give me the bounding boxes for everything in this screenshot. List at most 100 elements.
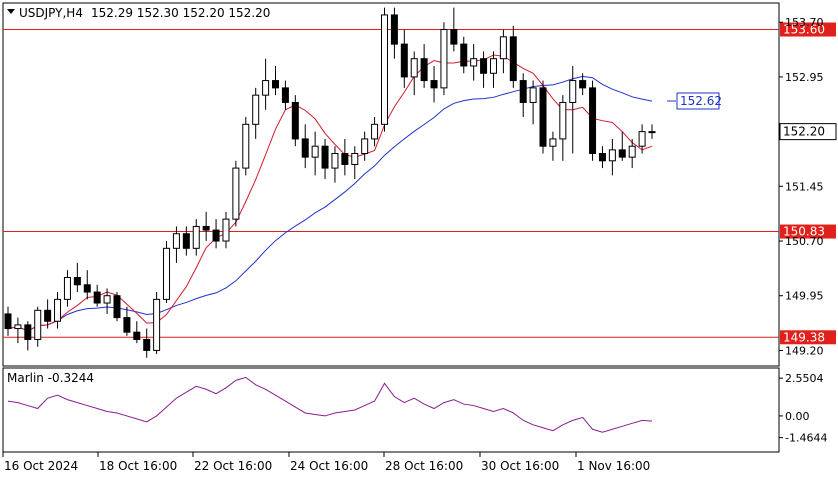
candle-bear <box>460 43 468 67</box>
candle-bull <box>371 123 379 140</box>
candle-bull <box>499 36 507 60</box>
candles <box>4 7 656 358</box>
symbol-label: USDJPY,H4 <box>19 6 83 20</box>
candle-bear <box>450 29 458 45</box>
candle-bull <box>103 295 111 304</box>
candle-bear <box>133 331 141 340</box>
current-price-box <box>779 123 837 141</box>
candle-bear <box>519 80 527 103</box>
time-tick-label: 18 Oct 16:00 <box>99 459 177 473</box>
candle-bull <box>380 14 388 125</box>
candle-bear <box>539 87 547 147</box>
time-tick-label: 28 Oct 16:00 <box>385 459 463 473</box>
price-tick-label: 150.70 <box>785 235 824 248</box>
candle-bull <box>242 123 250 169</box>
candle-bull <box>470 58 478 67</box>
candle-bear <box>390 14 398 45</box>
price-markers: 152.62 152.20 <box>667 92 837 141</box>
candle-bull <box>63 276 71 300</box>
candle-bear <box>83 284 91 293</box>
ohlc-label: 152.29 152.30 152.20 152.20 <box>91 6 270 20</box>
candle-bull <box>489 58 497 74</box>
time-axis: 16 Oct 2024 18 Oct 16:00 22 Oct 16:00 24 Oc… <box>2 452 650 473</box>
oscillator-tick-label: 2.5504 <box>785 372 824 385</box>
candle-bull <box>529 87 537 103</box>
time-tick-label: 16 Oct 2024 <box>4 459 78 473</box>
price-tick-label: 151.45 <box>785 180 824 193</box>
candle-bear <box>589 87 597 155</box>
candle-bull <box>569 80 577 103</box>
candle-bull <box>608 149 616 162</box>
candle-bull <box>311 145 319 158</box>
candle-bull <box>163 247 171 300</box>
candle-bear <box>143 338 151 351</box>
marker-box <box>676 92 720 110</box>
candle-bear <box>123 317 131 333</box>
oscillator-axis: 2.5504 0.00 -1.4644 <box>779 372 827 445</box>
marlin-line <box>7 376 653 433</box>
candle-bear <box>420 58 428 82</box>
candle-bull <box>252 94 260 125</box>
level-label-box <box>780 330 836 345</box>
candle-bear <box>281 87 289 103</box>
candle-bear <box>400 43 408 78</box>
candle-bear <box>93 291 101 304</box>
current-price-label: 152.20 <box>783 125 825 139</box>
oscillator-panel <box>2 367 780 453</box>
candle-bull <box>648 131 656 134</box>
price-tick-label: 149.95 <box>785 290 824 303</box>
candle-bear <box>212 229 220 242</box>
marlin-oscillator <box>7 376 653 433</box>
candle-bull <box>34 309 42 340</box>
candle-bear <box>202 225 210 231</box>
oscillator-tick-label: 0.00 <box>785 410 810 423</box>
candle-bull <box>549 138 557 147</box>
price-panel <box>2 2 780 367</box>
candle-bull <box>14 324 22 330</box>
candle-bear <box>579 80 587 89</box>
price-tick-label: 153.70 <box>785 16 824 29</box>
candle-bear <box>598 153 606 162</box>
marker-label: 152.62 <box>680 94 722 108</box>
candle-bull <box>262 80 270 96</box>
time-tick-label: 24 Oct 16:00 <box>290 459 368 473</box>
candle-bull <box>331 153 339 169</box>
candle-bull <box>410 58 418 78</box>
dropdown-triangle-icon[interactable] <box>7 9 15 14</box>
candle-bull <box>222 218 230 242</box>
time-tick-label: 22 Oct 16:00 <box>194 459 272 473</box>
level-label-box <box>780 224 836 239</box>
candle-bear <box>182 233 190 249</box>
candle-bull <box>351 153 359 165</box>
level-label: 150.83 <box>783 225 825 239</box>
level-label-box <box>780 22 836 37</box>
candle-bull <box>440 29 448 89</box>
candle-bull <box>638 131 646 147</box>
level-label: 153.60 <box>783 23 825 37</box>
candle-bear <box>321 145 329 169</box>
price-axis: 153.70 152.95 152.20 151.45 150.70 149.95 149.… <box>779 16 824 357</box>
price-tick-label: 149.20 <box>785 344 824 357</box>
oscillator-tick-label: -1.4644 <box>785 432 827 445</box>
candle-bear <box>24 324 32 340</box>
candle-bear <box>291 101 299 140</box>
horizontal-levels: 153.60 150.83 149.38 <box>3 22 836 345</box>
candle-bull <box>54 298 62 322</box>
candle-bear <box>480 58 488 74</box>
candle-bear <box>509 36 517 82</box>
price-tick-label: 152.95 <box>785 71 824 84</box>
candle-bull <box>172 233 180 249</box>
candle-bear <box>272 80 280 89</box>
candle-bull <box>361 138 369 155</box>
candle-bear <box>618 149 626 158</box>
candle-bull <box>192 225 200 249</box>
candle-bull <box>559 101 567 140</box>
candle-bear <box>430 80 438 89</box>
candle-bull <box>153 298 161 351</box>
candle-bear <box>44 309 52 322</box>
candle-bear <box>73 276 81 286</box>
time-tick-label: 1 Nov 16:00 <box>577 459 650 473</box>
candle-bear <box>341 153 349 165</box>
time-tick-label: 30 Oct 16:00 <box>481 459 559 473</box>
level-label: 149.38 <box>783 330 825 344</box>
